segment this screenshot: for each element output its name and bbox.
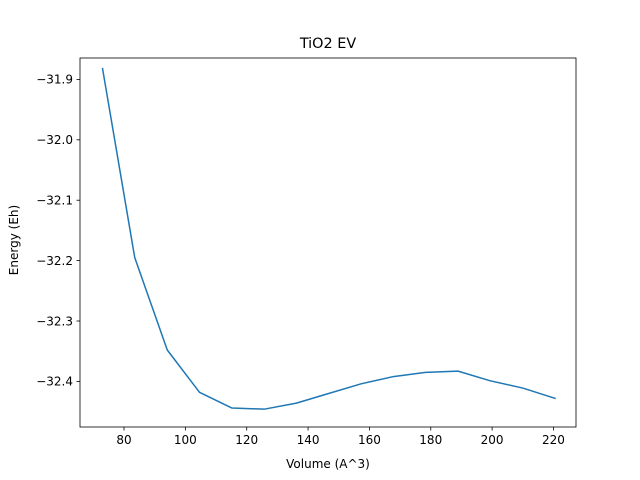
x-tick-label: 160 <box>358 433 381 447</box>
x-axis-label: Volume (A^3) <box>286 457 370 471</box>
axes-frame <box>79 57 577 428</box>
y-tick-label: −31.9 <box>36 73 73 87</box>
x-tick-label: 220 <box>542 433 565 447</box>
series-line <box>101 67 556 410</box>
y-tick-label: −32.3 <box>36 314 73 328</box>
x-tick-label: 140 <box>297 433 320 447</box>
x-tick-label: 200 <box>481 433 504 447</box>
x-tick-label: 80 <box>116 433 131 447</box>
x-tick-label: 180 <box>419 433 442 447</box>
x-tick-label: 120 <box>235 433 258 447</box>
chart-title: TiO2 EV <box>299 36 356 52</box>
x-tick-label: 100 <box>174 433 197 447</box>
plot-area: 80 100 120 140 160 180 200 220 −32.4 −32.3 −32.2 −3… <box>36 57 577 447</box>
y-tick-label: −32.4 <box>36 375 73 389</box>
y-tick-label: −32.0 <box>36 133 73 147</box>
y-axis-label: Energy (Eh) <box>7 205 21 275</box>
y-tick-label: −32.2 <box>36 254 73 268</box>
y-tick-label: −32.1 <box>36 194 73 208</box>
